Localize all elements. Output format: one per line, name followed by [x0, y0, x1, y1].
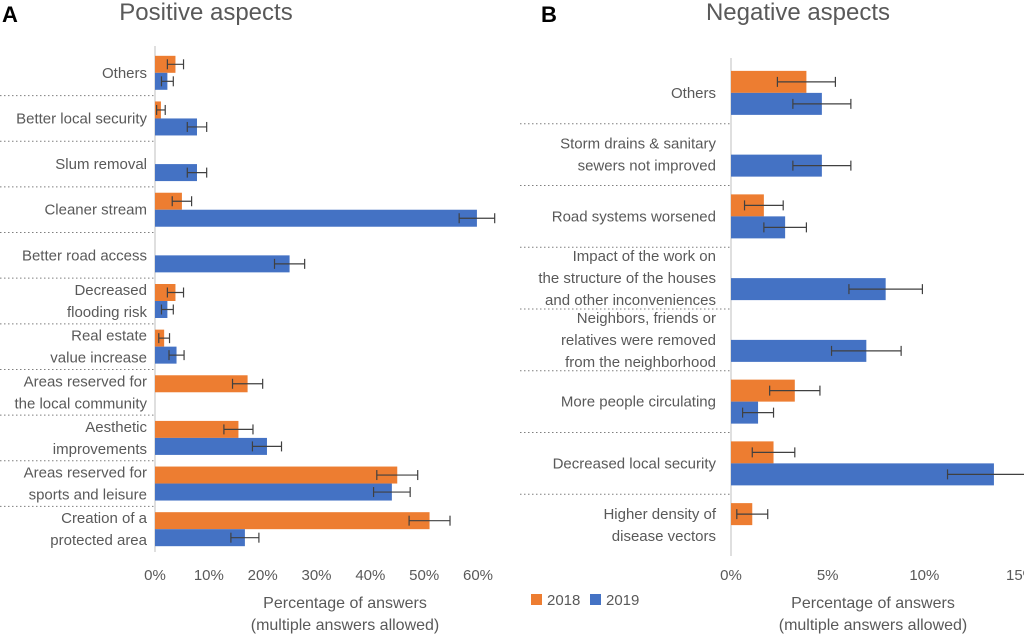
- panel-b-category-label: sewers not improved: [578, 158, 716, 175]
- panel-a-category-label: Aesthetic: [85, 419, 147, 436]
- panel-a-bar-2019: [155, 437, 267, 455]
- panel-a-bar-2019: [155, 483, 392, 501]
- panel-a-bar-2019: [155, 346, 177, 364]
- panel-a-bar-2018: [155, 284, 176, 301]
- panel-a-bar-2018: [155, 192, 182, 210]
- legend-label-2019: 2019: [606, 592, 639, 609]
- panel-b-bar-2019: [731, 463, 994, 486]
- panel-b-bar-2019: [731, 92, 822, 115]
- panel-b-x-tick-label: 5%: [817, 567, 839, 584]
- panel-a-x-tick-label: 30%: [301, 567, 331, 584]
- panel-a-category-label: Better road access: [22, 247, 147, 264]
- panel-a-bar-2018: [155, 420, 239, 438]
- panel-a-x-tick-label: 0%: [144, 567, 166, 584]
- panel-b-category-label: Storm drains & sanitary: [560, 136, 716, 153]
- panel-b-category-label: Impact of the work on: [573, 248, 716, 265]
- panel-a-category-label: flooding risk: [67, 304, 148, 321]
- panel-a-x-tick-label: 60%: [463, 567, 493, 584]
- panel-b-category-label: from the neighborhood: [565, 354, 716, 371]
- panel-a-title: Positive aspects: [119, 0, 292, 26]
- panel-b-category-label: Higher density of: [603, 506, 716, 523]
- panel-a-bar-2018: [155, 512, 430, 530]
- panel-a-x-tick-label: 40%: [355, 567, 385, 584]
- legend-swatch-2019: [590, 594, 601, 605]
- panel-a-category-label: Others: [102, 65, 147, 82]
- panel-b-bar-2019: [731, 154, 822, 177]
- panel-b-xlabel-line-1: Percentage of answers: [791, 595, 955, 612]
- panel-a-category-label: value increase: [50, 350, 147, 367]
- panel-a-plot: Others Better local security Slum removal C…: [0, 46, 496, 584]
- panel-b-title: Negative aspects: [706, 0, 890, 26]
- panel-b-bar-2019: [731, 339, 867, 362]
- panel-b-category-label: and other inconveniences: [545, 292, 716, 309]
- panel-a-xlabel-line-1: Percentage of answers: [263, 595, 427, 612]
- panel-a-category-label: Better local security: [16, 110, 147, 127]
- panel-a-bar-2019: [155, 164, 197, 182]
- panel-a-category-label: Slum removal: [55, 156, 147, 173]
- panel-a-category-label: sports and leisure: [29, 487, 147, 504]
- panel-a-category-label: Real estate: [71, 328, 147, 345]
- panel-b-x-tick-label: 10%: [909, 567, 939, 584]
- panel-a-category-label: protected area: [50, 532, 147, 549]
- panel-a-bar-2018: [155, 375, 248, 393]
- panel-a-xlabel-line-2: (multiple answers allowed): [251, 617, 440, 634]
- panel-a-bar-2018: [155, 55, 176, 73]
- legend-label-2018: 2018: [547, 592, 580, 609]
- panel-b-x-tick-label: 15%: [1006, 567, 1024, 584]
- panel-a-category-label: Decreased: [74, 282, 147, 299]
- panel-letter-a: A: [2, 2, 18, 27]
- panel-b-category-label: Road systems worsened: [552, 208, 716, 225]
- panel-b-xlabel-line-2: (multiple answers allowed): [779, 617, 968, 634]
- panel-b-category-label: the structure of the houses: [538, 270, 716, 287]
- panel-b-bar-2019: [731, 278, 886, 301]
- panel-a-x-tick-label: 50%: [409, 567, 439, 584]
- panel-b-category-label: disease vectors: [612, 528, 716, 545]
- panel-a-bar-2019: [155, 118, 197, 136]
- legend-swatch-2018: [531, 594, 542, 605]
- panel-a-bar-2019: [155, 255, 290, 273]
- panel-b-plot: Others Storm drains & sanitary sewers not …: [520, 58, 1024, 584]
- panel-b-category-label: Neighbors, friends or: [577, 310, 716, 327]
- panel-a-category-label: the local community: [14, 395, 147, 412]
- panel-letter-b: B: [541, 2, 557, 27]
- panel-b-bar-2019: [731, 216, 786, 239]
- legend: 2018 2019: [531, 592, 639, 609]
- panel-b-bar-2018: [731, 70, 807, 93]
- panel-a-category-label: improvements: [53, 441, 147, 458]
- panel-b-category-label: Decreased local security: [553, 455, 717, 472]
- panel-a-bar-2019: [155, 529, 245, 547]
- panel-a-category-label: Areas reserved for: [24, 373, 147, 390]
- panel-a-x-tick-label: 10%: [194, 567, 224, 584]
- panel-a-bar-2019: [155, 209, 477, 227]
- panel-b-category-label: relatives were removed: [561, 332, 716, 349]
- panel-b-category-label: More people circulating: [561, 394, 716, 411]
- panel-a-category-label: Areas reserved for: [24, 465, 147, 482]
- panel-a-category-label: Cleaner stream: [44, 202, 147, 219]
- panel-b-category-label: Others: [671, 85, 716, 102]
- panel-a-bar-2018: [155, 466, 398, 484]
- panel-a-category-label: Creation of a: [61, 510, 148, 527]
- panel-b-bar-2018: [731, 379, 795, 402]
- panel-a-x-tick-label: 20%: [248, 567, 278, 584]
- panel-b-x-tick-label: 0%: [720, 567, 742, 584]
